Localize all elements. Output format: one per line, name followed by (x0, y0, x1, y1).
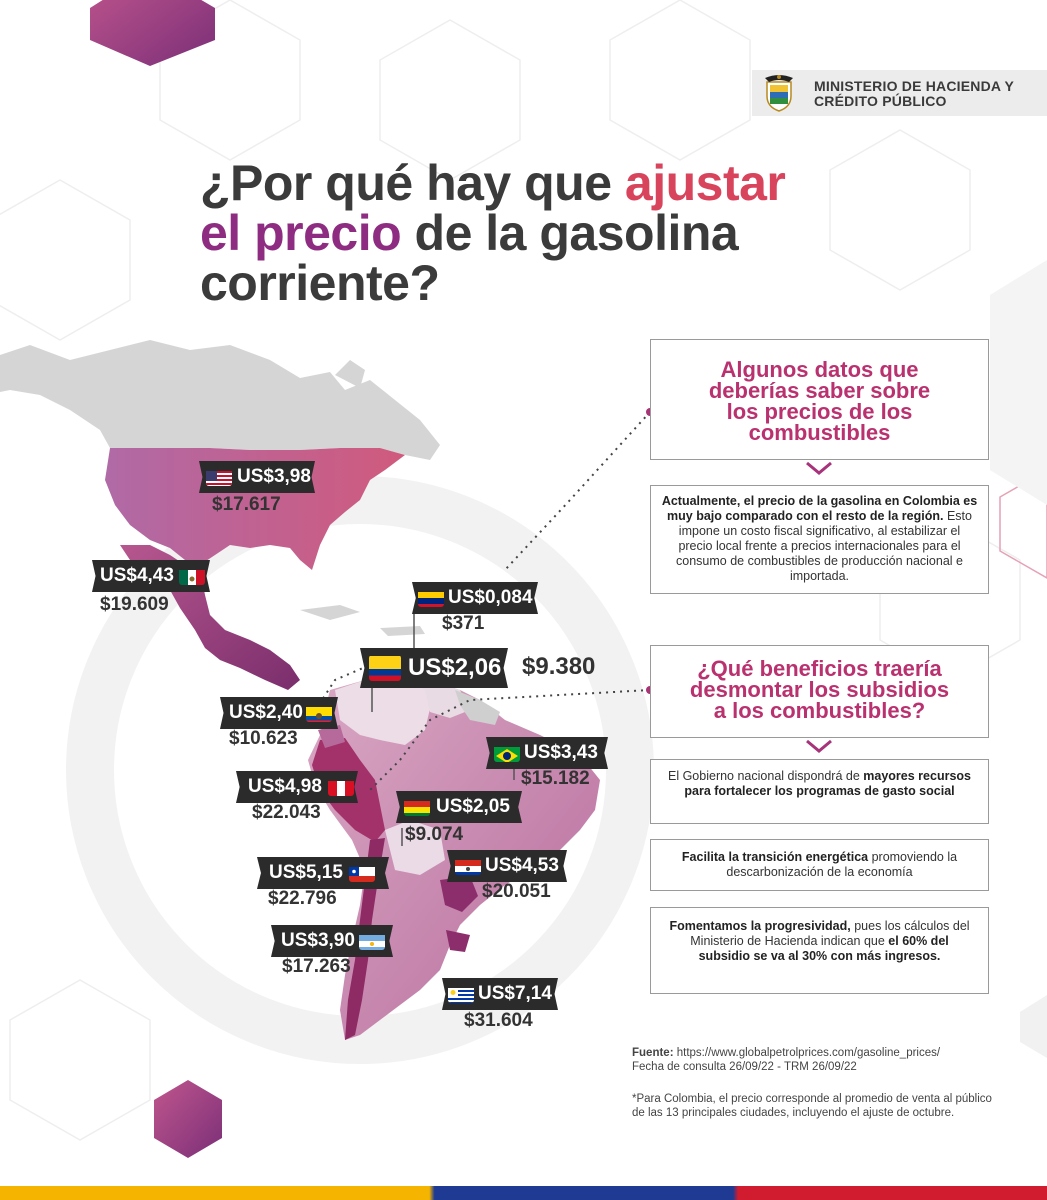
venezuela-flag-icon (418, 589, 444, 607)
price-tag-mexico: US$4,43 (92, 560, 210, 592)
facts-heading-line1: Algunos datos que (651, 359, 988, 380)
uruguay-cop-price: $31.604 (464, 1010, 533, 1032)
decorative-hexagon-bottom (154, 1080, 222, 1158)
peru-cop-price: $22.043 (252, 802, 321, 824)
title-part2: de la gasolina (401, 205, 738, 261)
benefit-2-text: Facilita la transición energética promov… (665, 850, 974, 880)
price-tag-argentina: US$3,90 (271, 925, 393, 957)
mexico-cop-price: $19.609 (100, 594, 169, 616)
brazil-cop-price: $15.182 (521, 768, 590, 790)
venezuela-cop-price: $371 (442, 613, 484, 635)
benefit-1-pre: El Gobierno nacional dispondrá de (668, 769, 863, 783)
decorative-shape-right (990, 260, 1047, 505)
mexico-flag-icon (179, 567, 205, 585)
price-tag-peru: US$4,98 (236, 771, 358, 803)
price-tag-paraguay: US$4,53 (447, 850, 567, 882)
title-highlight-ajustar: ajustar (625, 155, 785, 211)
decorative-hexagon-top (90, 0, 215, 66)
paraguay-cop-price: $20.051 (482, 881, 551, 903)
facts-heading-line3: los precios de los (651, 401, 988, 422)
price-tag-ecuador: US$2,40 (220, 697, 338, 729)
colombia-usd-price: US$2,06 (408, 648, 501, 688)
usa-cop-price: $17.617 (212, 494, 281, 516)
brazil-flag-icon (494, 744, 520, 762)
benefits-heading-box: ¿Qué beneficios traería desmontar los su… (650, 645, 989, 738)
chile-flag-icon (349, 864, 375, 882)
facts-heading-line4: combustibles (651, 422, 988, 443)
ministry-name-line2: CRÉDITO PÚBLICO (814, 94, 1014, 109)
facts-body-box: Actualmente, el precio de la gasolina en… (650, 485, 989, 594)
price-tag-venezuela: US$0,084 (412, 582, 538, 614)
benefits-heading-line2: desmontar los subsidios (651, 679, 988, 700)
chevron-down-icon (805, 461, 833, 475)
peru-flag-icon (328, 778, 354, 796)
argentina-usd-price: US$3,90 (281, 925, 355, 957)
facts-heading-line2: deberías saber sobre (651, 380, 988, 401)
benefit-3-bold: Fomentamos la progresividad, (669, 919, 850, 933)
title-part1: ¿Por qué hay que (200, 155, 625, 211)
price-tag-uruguay: US$7,14 (442, 978, 558, 1010)
venezuela-usd-price: US$0,084 (448, 582, 533, 614)
usa-flag-icon (206, 468, 232, 486)
price-tag-chile: US$5,15 (257, 857, 389, 889)
mexico-usd-price: US$4,43 (100, 560, 174, 592)
usa-usd-price: US$3,98 (237, 461, 311, 493)
ministry-name: MINISTERIO DE HACIENDA Y CRÉDITO PÚBLICO (814, 79, 1014, 109)
ministry-logo: MINISTERIO DE HACIENDA Y CRÉDITO PÚBLICO (752, 70, 1047, 116)
ecuador-usd-price: US$2,40 (229, 697, 303, 729)
facts-body-text: Actualmente, el precio de la gasolina en… (661, 494, 978, 584)
ecuador-flag-icon (306, 704, 332, 722)
source-citation: Fuente: https://www.globalpetrolprices.c… (632, 1046, 992, 1074)
facts-body-bold: Actualmente, el precio de la gasolina en… (662, 494, 977, 523)
title-highlight-precio: el precio (200, 205, 401, 261)
argentina-flag-icon (359, 932, 385, 950)
benefit-card-2: Facilita la transición energética promov… (650, 839, 989, 891)
price-tag-brazil: US$3,43 (486, 737, 608, 769)
uruguay-usd-price: US$7,14 (478, 978, 552, 1010)
bolivia-usd-price: US$2,05 (436, 791, 510, 823)
source-label: Fuente: (632, 1047, 674, 1059)
paraguay-usd-price: US$4,53 (485, 850, 559, 882)
benefit-3-text: Fomentamos la progresividad, pues los cá… (669, 919, 970, 964)
source-url[interactable]: https://www.globalpetrolprices.com/gasol… (674, 1047, 941, 1059)
page-title: ¿Por qué hay que ajustar el precio de la… (200, 158, 920, 308)
price-tag-bolivia: US$2,05 (396, 791, 522, 823)
map-canada (0, 340, 440, 460)
chevron-down-icon (805, 739, 833, 753)
ministry-name-line1: MINISTERIO DE HACIENDA Y (814, 79, 1014, 94)
benefit-2-bold: Facilita la transición energética (682, 850, 868, 864)
price-tag-usa: US$3,98 (199, 461, 315, 493)
ecuador-cop-price: $10.623 (229, 728, 298, 750)
uruguay-flag-icon (448, 985, 474, 1003)
facts-heading-box: Algunos datos que deberías saber sobre l… (650, 339, 989, 460)
source-date: Fecha de consulta 26/09/22 - TRM 26/09/2… (632, 1060, 992, 1074)
benefit-card-3: Fomentamos la progresividad, pues los cá… (650, 907, 989, 994)
benefits-heading: ¿Qué beneficios traería desmontar los su… (651, 658, 988, 721)
bolivia-flag-icon (404, 798, 430, 816)
colombia-cop-price: $9.380 (522, 653, 595, 681)
facts-heading: Algunos datos que deberías saber sobre l… (651, 359, 988, 443)
chile-cop-price: $22.796 (268, 888, 337, 910)
benefit-card-1: El Gobierno nacional dispondrá de mayore… (650, 759, 989, 824)
title-part3: corriente? (200, 255, 440, 311)
colombia-crest-icon (762, 74, 796, 112)
benefits-heading-line3: a los combustibles? (651, 700, 988, 721)
brazil-usd-price: US$3,43 (524, 737, 598, 769)
price-tag-colombia: US$2,06 (360, 648, 508, 688)
colombia-price-note: *Para Colombia, el precio corresponde al… (632, 1092, 992, 1120)
argentina-cop-price: $17.263 (282, 956, 351, 978)
chile-usd-price: US$5,15 (269, 857, 343, 889)
paraguay-flag-icon (455, 857, 481, 875)
benefits-heading-line1: ¿Qué beneficios traería (651, 658, 988, 679)
colombia-flag-icon (369, 655, 401, 681)
benefit-1-text: El Gobierno nacional dispondrá de mayore… (665, 769, 974, 799)
peru-usd-price: US$4,98 (248, 771, 322, 803)
colombia-color-bar (0, 1186, 1047, 1200)
bolivia-cop-price: $9.074 (405, 824, 463, 846)
